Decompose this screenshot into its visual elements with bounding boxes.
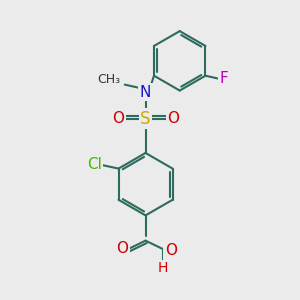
Text: H: H (158, 261, 168, 275)
Text: Cl: Cl (87, 157, 102, 172)
Text: N: N (140, 85, 151, 100)
Text: S: S (140, 110, 151, 128)
Text: CH₃: CH₃ (98, 73, 121, 86)
Text: O: O (165, 243, 177, 258)
Text: F: F (220, 71, 228, 86)
Text: O: O (112, 111, 124, 126)
Text: O: O (116, 242, 128, 256)
Text: O: O (167, 111, 179, 126)
